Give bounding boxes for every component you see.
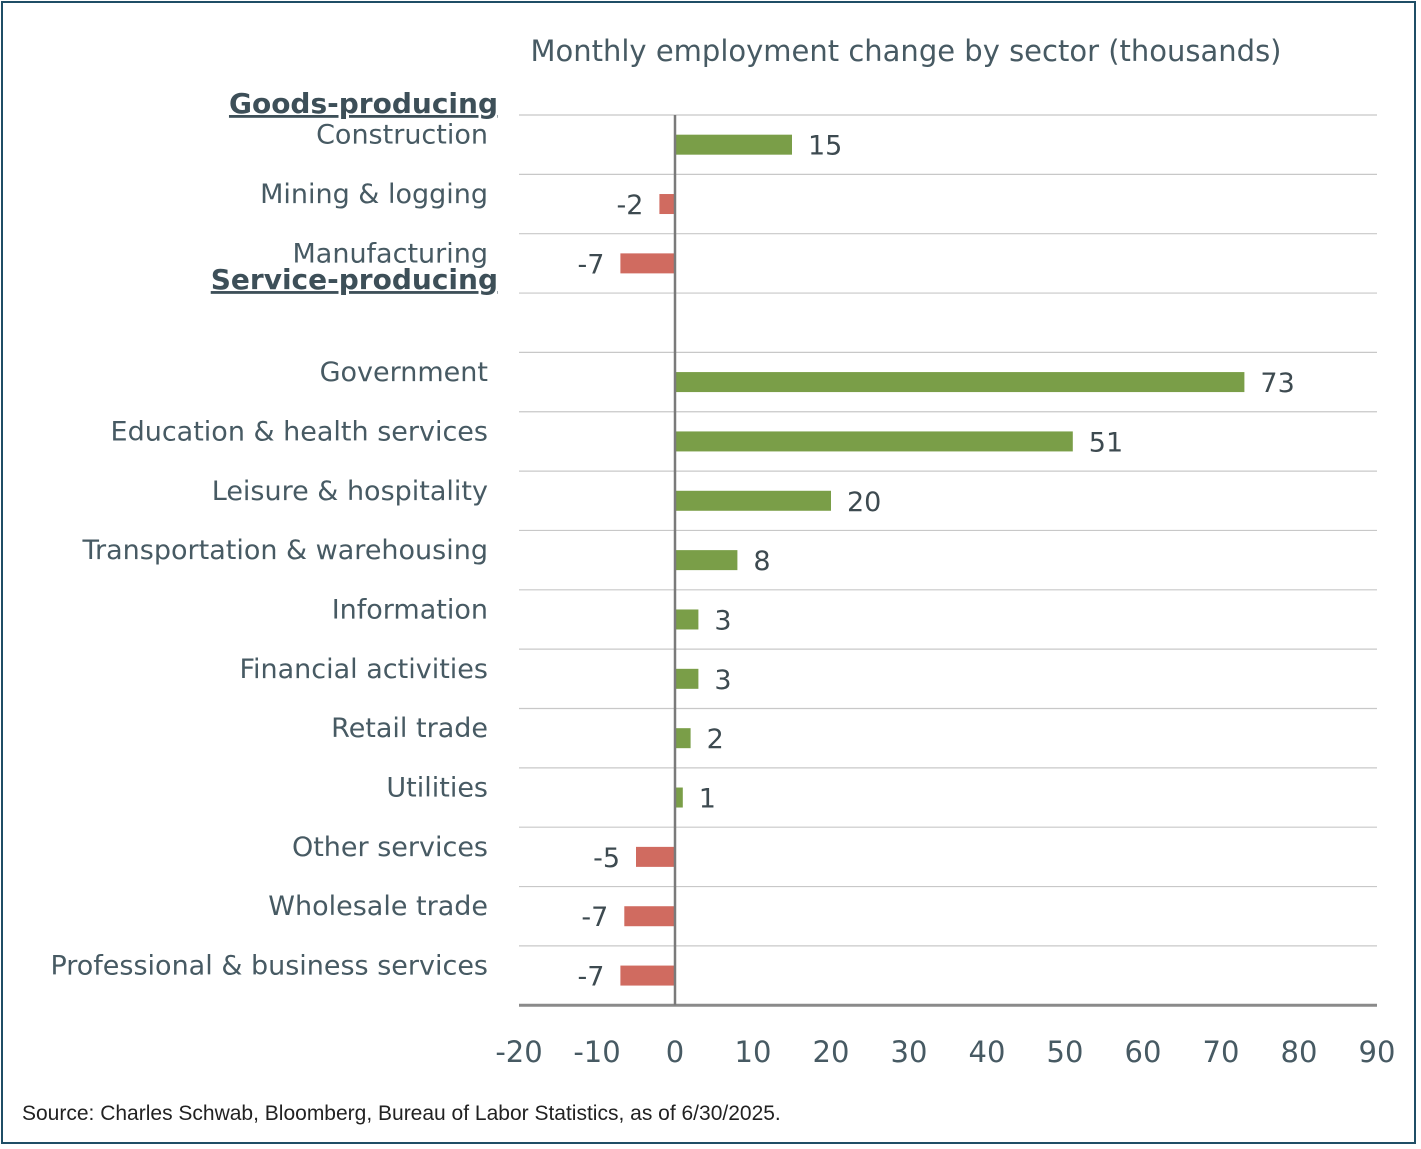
category-label: Professional & business services bbox=[50, 951, 488, 982]
category-label: Wholesale trade bbox=[268, 891, 488, 922]
bar bbox=[675, 490, 831, 511]
x-tick-label: 40 bbox=[969, 1035, 1006, 1069]
bar bbox=[675, 728, 691, 749]
category-label: Government bbox=[320, 357, 488, 388]
bar bbox=[675, 431, 1073, 452]
source-note: Source: Charles Schwab, Bloomberg, Burea… bbox=[22, 1102, 781, 1125]
data-label: 15 bbox=[808, 131, 842, 162]
data-label: -7 bbox=[577, 962, 604, 993]
data-label: -7 bbox=[581, 902, 608, 933]
category-label: Mining & logging bbox=[260, 179, 488, 210]
category-label: Information bbox=[332, 594, 488, 625]
data-label: -7 bbox=[577, 249, 604, 280]
bar bbox=[675, 550, 738, 571]
category-label: Leisure & hospitality bbox=[212, 476, 488, 507]
bar bbox=[675, 787, 683, 808]
category-label: Utilities bbox=[386, 773, 488, 804]
data-label: 73 bbox=[1260, 368, 1294, 399]
bar bbox=[675, 134, 792, 155]
x-tick-label: 50 bbox=[1047, 1035, 1084, 1069]
data-label: 8 bbox=[753, 546, 770, 577]
grid-lines bbox=[519, 114, 1377, 947]
bar bbox=[659, 194, 675, 215]
bar bbox=[675, 372, 1245, 393]
bar bbox=[620, 965, 675, 986]
data-label: -5 bbox=[593, 843, 620, 874]
data-label: 2 bbox=[707, 724, 724, 755]
data-label: 51 bbox=[1089, 427, 1123, 458]
category-label: Other services bbox=[292, 832, 488, 863]
category-label: Education & health services bbox=[111, 416, 488, 447]
x-tick-label: 90 bbox=[1359, 1035, 1396, 1069]
x-tick-label: 60 bbox=[1125, 1035, 1162, 1069]
bar bbox=[620, 253, 675, 274]
data-label: -2 bbox=[616, 190, 643, 221]
chart-title: Monthly employment change by sector (tho… bbox=[530, 34, 1281, 68]
axes bbox=[519, 115, 1377, 1007]
category-label: Retail trade bbox=[331, 713, 488, 744]
data-label: 3 bbox=[714, 605, 731, 636]
data-label: 1 bbox=[699, 784, 716, 815]
data-label: 20 bbox=[847, 487, 881, 518]
x-tick-label: 70 bbox=[1203, 1035, 1240, 1069]
x-tick-label: -20 bbox=[495, 1035, 542, 1069]
x-tick-label: 20 bbox=[813, 1035, 850, 1069]
bar bbox=[624, 906, 675, 927]
x-tick-label: 30 bbox=[891, 1035, 928, 1069]
category-label: Manufacturing bbox=[292, 238, 488, 269]
data-label: 3 bbox=[714, 665, 731, 696]
category-label: Financial activities bbox=[239, 654, 488, 685]
category-label: Transportation & warehousing bbox=[82, 535, 489, 566]
bars bbox=[620, 134, 1245, 986]
x-tick-label: -10 bbox=[573, 1035, 620, 1069]
x-tick-labels: -20 -10 0 10 20 30 40 50 60 70 80 90 bbox=[495, 1035, 1395, 1069]
x-tick-label: 80 bbox=[1281, 1035, 1318, 1069]
category-label: Construction bbox=[316, 120, 488, 151]
group-header: Goods-producing bbox=[229, 87, 498, 120]
bar bbox=[636, 846, 675, 867]
bar bbox=[675, 668, 699, 689]
x-tick-label: 10 bbox=[735, 1035, 772, 1069]
x-tick-label: 0 bbox=[666, 1035, 684, 1069]
bar bbox=[675, 609, 699, 630]
group-header: Service-producing bbox=[211, 263, 498, 296]
